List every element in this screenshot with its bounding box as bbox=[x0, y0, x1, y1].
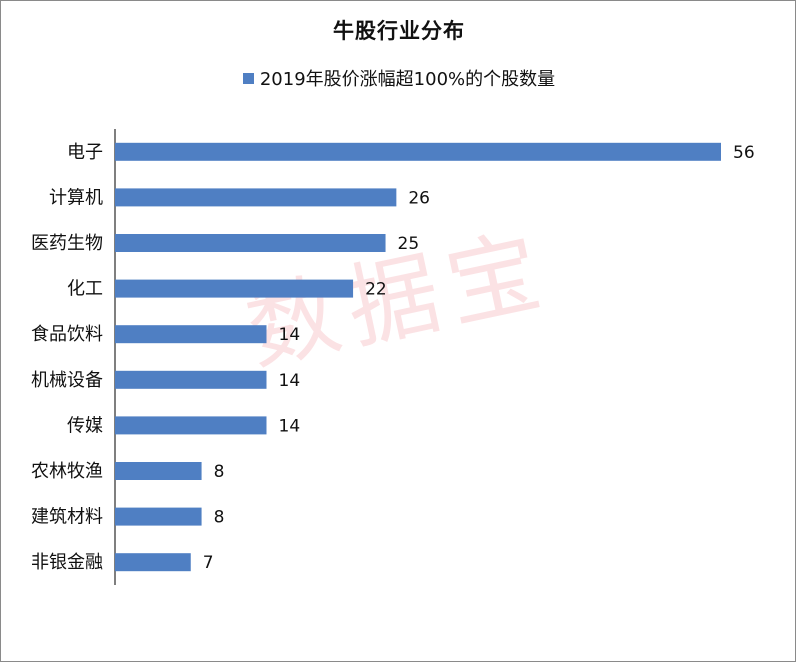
value-label-7: 8 bbox=[214, 462, 225, 482]
bar-6 bbox=[115, 416, 267, 435]
category-label-4: 食品饮料 bbox=[31, 324, 103, 345]
category-label-6: 传媒 bbox=[67, 415, 103, 436]
chart-title: 牛股行业分布 bbox=[333, 19, 465, 43]
value-label-9: 7 bbox=[203, 553, 214, 573]
bar-7 bbox=[115, 462, 202, 480]
value-label-4: 14 bbox=[279, 325, 301, 345]
legend-swatch bbox=[242, 72, 254, 84]
bar-2 bbox=[115, 234, 386, 252]
value-label-6: 14 bbox=[279, 416, 301, 436]
value-label-3: 22 bbox=[365, 280, 387, 300]
chart-legend: 2019年股价涨幅超100%的个股数量 bbox=[1, 65, 796, 91]
bar-8 bbox=[115, 507, 202, 526]
bar-4 bbox=[115, 325, 267, 344]
bar-3 bbox=[115, 279, 354, 298]
category-label-3: 化工 bbox=[67, 279, 103, 300]
category-label-7: 农林牧渔 bbox=[31, 461, 103, 482]
value-label-2: 25 bbox=[398, 234, 420, 254]
bar-0 bbox=[115, 142, 721, 161]
value-label-8: 8 bbox=[214, 508, 225, 528]
legend-label: 2019年股价涨幅超100%的个股数量 bbox=[259, 69, 556, 90]
category-label-2: 医药生物 bbox=[31, 233, 103, 254]
value-label-0: 56 bbox=[733, 143, 755, 163]
category-label-0: 电子 bbox=[67, 142, 103, 163]
category-label-1: 计算机 bbox=[49, 187, 103, 208]
bar-5 bbox=[115, 370, 267, 389]
bar-9 bbox=[115, 553, 191, 572]
category-label-9: 非银金融 bbox=[31, 552, 103, 573]
value-label-5: 14 bbox=[279, 371, 301, 391]
category-label-8: 建筑材料 bbox=[31, 507, 103, 528]
bar-1 bbox=[115, 188, 397, 207]
value-label-1: 26 bbox=[408, 188, 430, 208]
category-label-5: 机械设备 bbox=[31, 370, 103, 391]
